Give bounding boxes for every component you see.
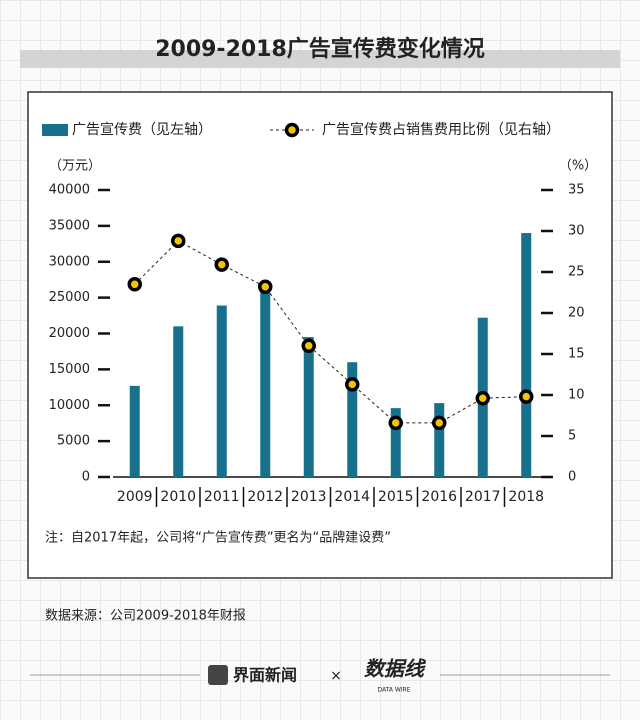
- chart-frame: [27, 91, 613, 579]
- y2-tick-label: 20: [568, 306, 585, 321]
- footer-partner-sub: DATA WIRE: [377, 687, 410, 694]
- x-tick-label: 2017: [465, 489, 501, 505]
- bar: [521, 233, 532, 477]
- x-tick-label: 2010: [160, 489, 196, 505]
- footer-partner: 数据线: [364, 657, 427, 681]
- legend-swatch: [42, 124, 68, 136]
- marker: [475, 391, 490, 406]
- bar: [173, 326, 184, 477]
- footer-separator: ×: [330, 668, 342, 684]
- marker: [127, 277, 142, 292]
- y2-tick-label: 25: [568, 265, 585, 280]
- y-tick-label: 5000: [57, 434, 90, 449]
- chart-title: 2009-2018广告宣传费变化情况: [155, 36, 485, 62]
- line: [134, 240, 527, 424]
- x-tick-label: 2013: [291, 489, 327, 505]
- y-tick-label: 10000: [49, 398, 90, 413]
- marker: [301, 338, 316, 354]
- note: 注：自2017年起，公司将“广告宣传费”更名为“品牌建设费”: [45, 530, 391, 546]
- y-tick-label: 15000: [49, 362, 90, 377]
- marker: [258, 279, 273, 295]
- x-tick-label: 2014: [334, 489, 370, 505]
- y-tick-label: 25000: [49, 290, 90, 305]
- y-tick-label: 30000: [49, 254, 90, 269]
- brand-icon: [208, 665, 228, 685]
- x-tick-label: 2016: [421, 489, 457, 505]
- marker: [345, 377, 360, 392]
- bar: [260, 289, 271, 477]
- y2-tick-label: 15: [568, 347, 585, 362]
- bar: [347, 362, 358, 477]
- marker: [388, 415, 403, 431]
- bar: [434, 403, 445, 477]
- title-band: [20, 50, 620, 68]
- x-tick-label: 2018: [508, 489, 544, 505]
- bar: [303, 337, 314, 477]
- y-tick-label: 35000: [49, 218, 90, 233]
- x-tick-label: 2011: [204, 489, 240, 505]
- bar: [129, 385, 140, 477]
- y-tick-label: 0: [82, 470, 90, 485]
- x-tick-label: 2012: [247, 489, 283, 505]
- legend-label: 广告宣传费（见左轴）: [72, 122, 212, 138]
- x-tick-label: 2015: [378, 489, 414, 505]
- bar: [390, 408, 401, 477]
- y2-tick-label: 35: [568, 183, 585, 198]
- marker: [519, 389, 534, 404]
- y-tick-label: 40000: [49, 183, 90, 198]
- y-tick-label: 20000: [49, 326, 90, 341]
- y2-tick-label: 10: [568, 388, 585, 403]
- legend-swatch: [284, 122, 300, 138]
- bar: [216, 305, 227, 477]
- y2-tick-label: 30: [568, 224, 585, 239]
- y2-tick-label: 0: [568, 470, 576, 485]
- y2-tick-label: 5: [568, 429, 576, 444]
- source: 数据来源：公司2009-2018年财报: [45, 609, 246, 624]
- y-axis-label: （万元）: [49, 159, 101, 174]
- x-tick-label: 2009: [117, 489, 153, 505]
- y2-axis-label: （%）: [559, 159, 597, 174]
- marker: [214, 257, 229, 272]
- marker: [432, 415, 447, 431]
- marker: [171, 233, 186, 249]
- footer-brand: 界面新闻: [233, 666, 297, 685]
- legend-label: 广告宣传费占销售费用比例（见右轴）: [322, 122, 560, 138]
